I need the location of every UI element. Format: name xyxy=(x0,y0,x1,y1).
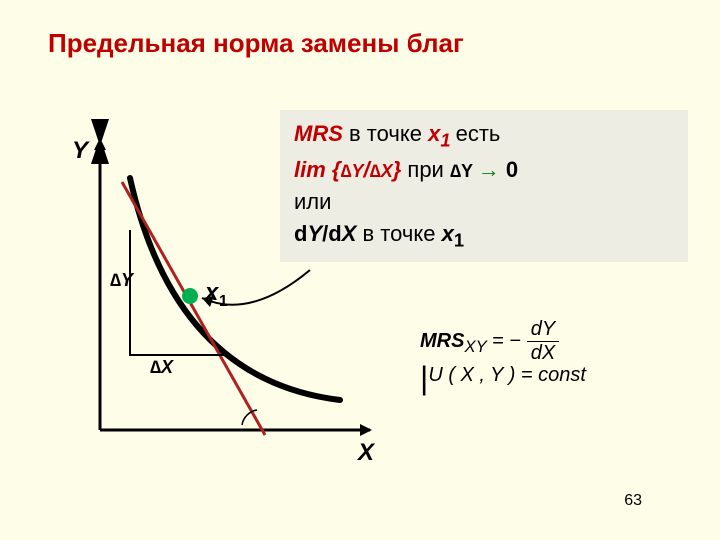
indifference-curve-chart: YX∆Y∆Xx1 xyxy=(0,0,720,540)
page-number: 63 xyxy=(624,492,642,510)
svg-text:1: 1 xyxy=(219,293,228,310)
svg-text:∆X: ∆X xyxy=(150,357,174,377)
svg-text:X: X xyxy=(356,439,376,466)
svg-text:Y: Y xyxy=(72,137,90,164)
svg-text:∆Y: ∆Y xyxy=(110,270,135,290)
